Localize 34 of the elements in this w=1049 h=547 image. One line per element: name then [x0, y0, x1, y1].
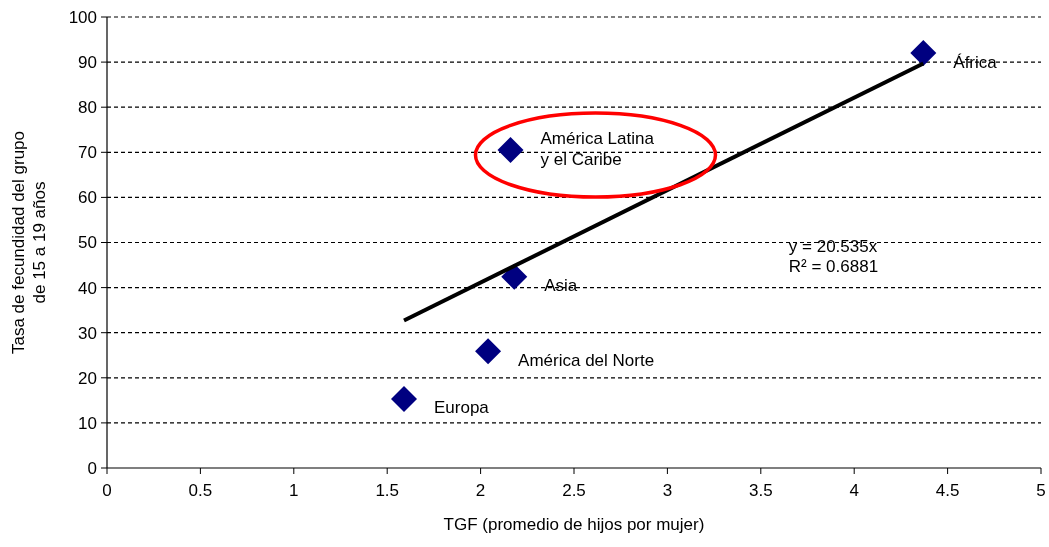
- point: [910, 40, 937, 67]
- x-tick-label: 4.5: [935, 481, 960, 500]
- x-tick-label: 1: [289, 481, 299, 500]
- y-axis-title: Tasa de fecundidad del grupo de 15 a 19 años: [9, 130, 49, 355]
- annotation: Europa: [434, 398, 490, 418]
- y-tick-label: 10: [78, 413, 97, 433]
- annotation: Asia: [544, 276, 578, 296]
- y-tick-label: 100: [68, 7, 97, 27]
- y-tick-label: 70: [78, 143, 97, 163]
- x-tick-label: 0.5: [188, 481, 213, 500]
- x-tick-label: 1.5: [375, 481, 400, 500]
- y-tick-label: 30: [78, 323, 97, 343]
- x-axis-title: TGF (promedio de hijos por mujer): [443, 515, 705, 534]
- point: [391, 386, 418, 412]
- y-tick-label: 80: [78, 98, 97, 118]
- point: [497, 137, 524, 164]
- annotation: y = 20.535x R² = 0.6881: [788, 236, 879, 276]
- x-tick-label: 2: [475, 481, 486, 500]
- annotation: América Latina y el Caribe: [540, 129, 655, 170]
- point: [475, 338, 502, 365]
- x-tick-label: 5: [1036, 481, 1046, 500]
- y-tick-label: 50: [78, 233, 97, 253]
- x-tick-label: 3.5: [748, 481, 773, 500]
- y-tick-label: 90: [78, 53, 97, 73]
- x-tick-label: 2.5: [562, 481, 586, 500]
- y-tick-label: 60: [78, 188, 97, 208]
- y-tick-label: 40: [78, 278, 97, 298]
- y-tick-label: 0: [87, 458, 97, 478]
- x-tick-label: 4: [849, 481, 859, 500]
- annotation: América del Norte: [518, 350, 655, 370]
- x-tick-label: 3: [662, 481, 673, 500]
- annotation: África: [953, 52, 998, 72]
- x-tick-label: 0: [102, 481, 112, 500]
- y-tick-label: 20: [78, 368, 97, 388]
